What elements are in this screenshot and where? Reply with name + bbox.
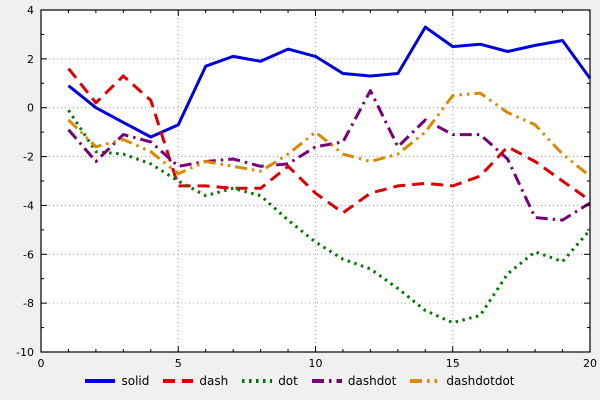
- legend-item-solid: solid: [85, 374, 149, 388]
- grid-lines: [41, 10, 590, 352]
- svg-text:-4: -4: [23, 199, 34, 212]
- line-chart: 0 5 10 15 20 -10 -8 -6 -4 -2 0 2 4: [16, 4, 598, 370]
- legend-line-sample-dashdotdot: [410, 379, 441, 383]
- x-tick-labels: 0 5 10 15 20: [38, 357, 598, 370]
- legend-line-sample-dash: [163, 379, 194, 383]
- legend-line-sample-dot: [242, 379, 273, 383]
- legend-line-sample-dashdot: [311, 379, 342, 383]
- svg-text:-6: -6: [23, 248, 34, 261]
- series-line-dash: [67, 67, 591, 215]
- svg-text:10: 10: [309, 357, 323, 370]
- y-tick-labels: -10 -8 -6 -4 -2 0 2 4: [16, 4, 34, 359]
- legend-label: solid: [121, 374, 150, 388]
- legend-label: dot: [278, 374, 298, 388]
- svg-text:4: 4: [27, 4, 34, 17]
- svg-text:15: 15: [446, 357, 460, 370]
- chart-legend: solid dash dot dashdot dashdotdot: [0, 374, 600, 388]
- series-line-dashdotdot: [67, 91, 591, 178]
- svg-text:5: 5: [175, 357, 182, 370]
- legend-item-dashdot: dashdot: [311, 374, 397, 388]
- legend-label: dashdot: [347, 374, 397, 388]
- series-line-solid: [67, 25, 592, 139]
- svg-text:0: 0: [38, 357, 45, 370]
- svg-text:-8: -8: [23, 297, 34, 310]
- legend-item-dot: dot: [242, 374, 298, 388]
- svg-text:-10: -10: [16, 346, 34, 359]
- axis-ticks: [40, 9, 591, 353]
- legend-item-dashdotdot: dashdotdot: [410, 374, 515, 388]
- svg-text:2: 2: [27, 53, 34, 66]
- plot-area: [41, 10, 590, 352]
- legend-item-dash: dash: [163, 374, 228, 388]
- legend-label: dash: [199, 374, 229, 388]
- svg-text:20: 20: [583, 357, 597, 370]
- svg-text:0: 0: [27, 102, 34, 115]
- series-line-dashdot: [67, 89, 591, 222]
- svg-text:-2: -2: [23, 151, 34, 164]
- legend-label: dashdotdot: [446, 374, 515, 388]
- legend-line-sample-solid: [85, 379, 116, 383]
